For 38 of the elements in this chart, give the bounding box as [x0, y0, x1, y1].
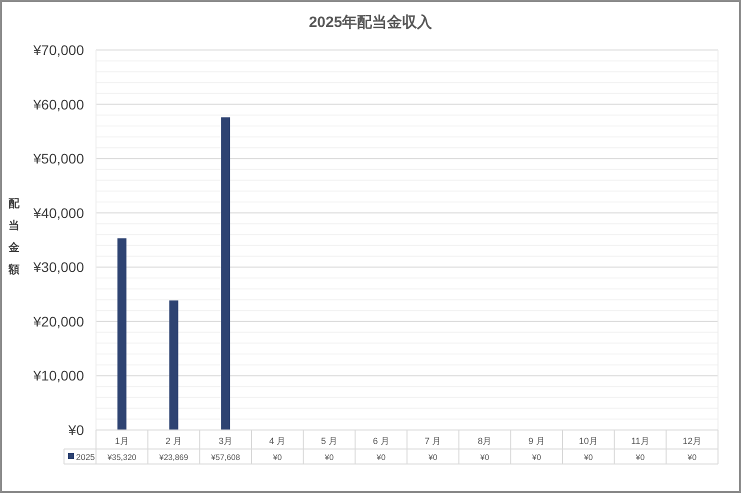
data-label: ¥0 — [634, 453, 646, 462]
x-tick-label: 8月 — [478, 436, 492, 446]
data-label: ¥0 — [479, 453, 490, 462]
data-label: ¥0 — [427, 453, 438, 462]
y-tick-label: ¥50,000 — [32, 150, 84, 167]
y-tick-label: ¥40,000 — [32, 204, 84, 221]
y-tick-label: ¥30,000 — [32, 259, 84, 276]
y-axis-title: 配当金額 — [8, 198, 20, 276]
x-tick-label: 11月 — [631, 436, 650, 446]
data-label: ¥0 — [376, 453, 386, 462]
chart-title: 2025年配当金収入 — [308, 14, 434, 31]
data-label: ¥0 — [686, 453, 698, 462]
data-label: ¥0 — [324, 453, 334, 462]
x-tick-label: 5 月 — [320, 436, 338, 446]
y-tick-label: ¥10,000 — [32, 368, 84, 384]
data-label: ¥35,320 — [106, 453, 137, 462]
y-tick-label: ¥70,000 — [32, 42, 84, 58]
y-tick-label: ¥20,000 — [32, 313, 84, 330]
y-tick-label: ¥60,000 — [32, 96, 84, 112]
bar — [169, 300, 178, 430]
x-tick-label: 6 月 — [372, 436, 390, 446]
data-label: ¥0 — [272, 453, 282, 462]
bar — [221, 117, 230, 430]
x-tick-label: 9 月 — [528, 436, 545, 446]
x-tick-label: 7 月 — [424, 436, 442, 446]
legend-label: 2025 — [76, 452, 96, 462]
bar — [117, 238, 126, 430]
y-tick-label: ¥0 — [67, 422, 84, 438]
x-tick-label: 12月 — [682, 436, 702, 446]
data-label: ¥57,608 — [210, 453, 241, 462]
data-label: ¥23,869 — [158, 453, 189, 462]
x-tick-label: 4 月 — [269, 436, 286, 446]
data-label: ¥0 — [531, 453, 542, 462]
x-tick-label: 3月 — [218, 436, 233, 446]
data-label: ¥0 — [582, 453, 594, 462]
x-tick-label: 1月 — [114, 436, 129, 446]
x-tick-label: 2 月 — [165, 436, 182, 446]
x-tick-label: 10月 — [578, 436, 598, 446]
